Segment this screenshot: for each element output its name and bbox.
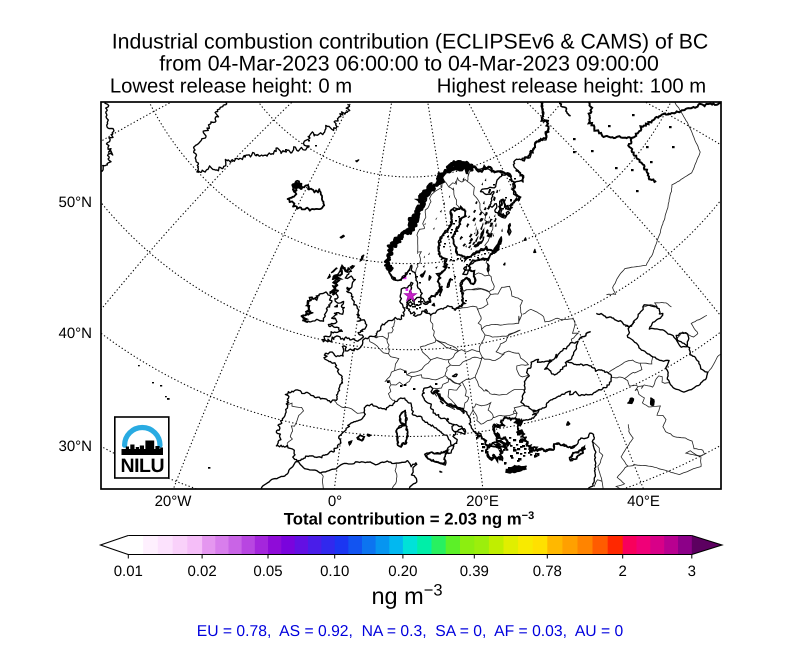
svg-text:0.39: 0.39 (460, 563, 489, 580)
svg-text:20°E: 20°E (466, 493, 499, 510)
svg-text:50°N: 50°N (58, 194, 92, 211)
svg-text:2: 2 (619, 563, 627, 580)
svg-text:Industrial combustion contribu: Industrial combustion contribution (ECLI… (112, 30, 709, 54)
svg-text:0.05: 0.05 (253, 563, 282, 580)
svg-text:0.20: 0.20 (388, 563, 417, 580)
svg-text:40°N: 40°N (58, 325, 92, 342)
svg-text:0.01: 0.01 (114, 563, 143, 580)
svg-text:0°: 0° (328, 493, 342, 510)
svg-text:0.02: 0.02 (187, 563, 216, 580)
svg-text:0.78: 0.78 (533, 563, 562, 580)
svg-text:Total contribution = 2.03 ng m: Total contribution = 2.03 ng m−3 (284, 510, 534, 529)
svg-text:0.10: 0.10 (320, 563, 349, 580)
svg-text:NILU: NILU (121, 455, 165, 477)
svg-text:20°W: 20°W (155, 493, 193, 510)
svg-text:from 04-Mar-2023 06:00:00 to 0: from 04-Mar-2023 06:00:00 to 04-Mar-2023… (159, 52, 659, 76)
svg-text:Lowest release height: 0 m: Lowest release height: 0 m Highest relea… (110, 76, 706, 98)
svg-text:30°N: 30°N (58, 438, 92, 455)
svg-text:EU = 0.78, AS = 0.92, NA = 0: EU = 0.78, AS = 0.92, NA = 0.3, SA = 0, … (197, 623, 624, 640)
svg-text:3: 3 (688, 563, 696, 580)
svg-text:40°E: 40°E (627, 493, 660, 510)
